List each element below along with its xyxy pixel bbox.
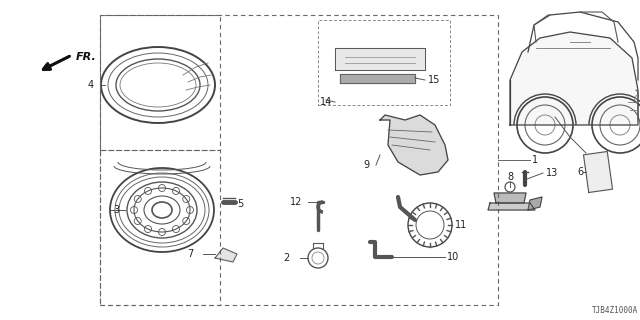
Polygon shape xyxy=(494,193,526,203)
Polygon shape xyxy=(510,32,638,125)
Text: 5: 5 xyxy=(237,199,243,209)
Text: FR.: FR. xyxy=(76,52,97,62)
Text: 7: 7 xyxy=(187,249,193,259)
Polygon shape xyxy=(380,115,448,175)
Text: 1: 1 xyxy=(532,155,538,165)
Text: TJB4Z1000A: TJB4Z1000A xyxy=(592,306,638,315)
Polygon shape xyxy=(215,248,237,262)
Polygon shape xyxy=(335,48,425,70)
Text: 4: 4 xyxy=(88,80,94,90)
Polygon shape xyxy=(488,203,535,210)
Text: 10: 10 xyxy=(447,252,460,262)
Text: 8: 8 xyxy=(507,172,513,182)
Polygon shape xyxy=(528,197,542,210)
Text: 14: 14 xyxy=(320,97,332,107)
Text: 12: 12 xyxy=(290,197,302,207)
Text: 11: 11 xyxy=(455,220,467,230)
Text: 6: 6 xyxy=(577,167,583,177)
Text: 15: 15 xyxy=(428,75,440,85)
Text: 2: 2 xyxy=(284,253,290,263)
Polygon shape xyxy=(340,74,415,83)
Polygon shape xyxy=(584,151,612,193)
Text: 3: 3 xyxy=(113,205,119,215)
Text: 13: 13 xyxy=(546,168,558,178)
Text: A: A xyxy=(634,95,638,101)
Text: 9: 9 xyxy=(364,160,370,170)
